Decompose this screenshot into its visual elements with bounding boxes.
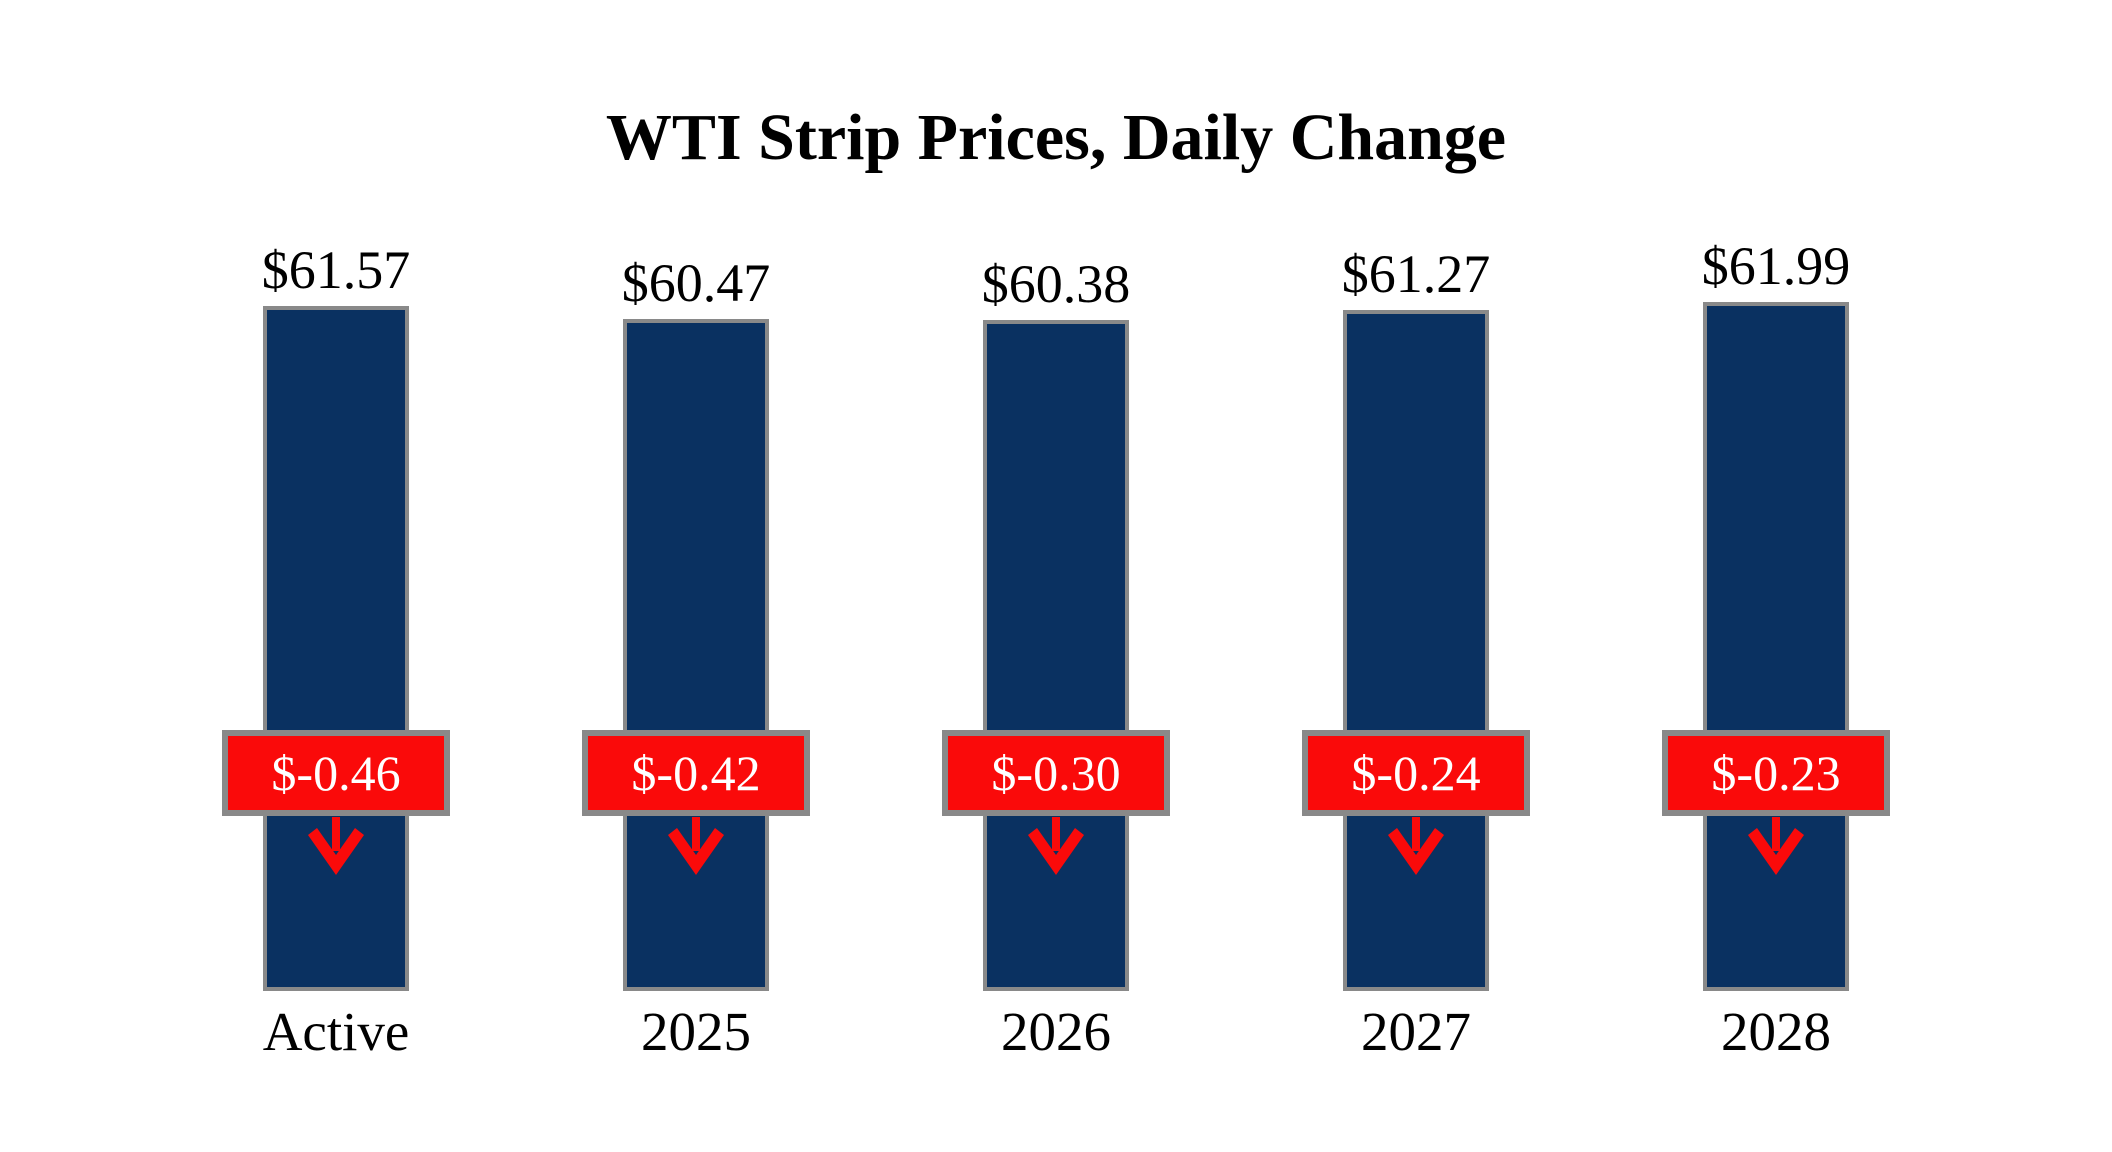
bar-group-2026: $60.38 $-0.30 2026 xyxy=(876,0,1236,1152)
chart-title: WTI Strip Prices, Daily Change xyxy=(605,101,1507,174)
change-badge: $-0.24 xyxy=(1302,730,1530,816)
down-arrow-icon xyxy=(1028,817,1084,875)
category-label: 2025 xyxy=(641,1001,751,1062)
bar xyxy=(1703,302,1849,991)
bar-group-2028: $61.99 $-0.23 2028 xyxy=(1596,0,1956,1152)
change-badge: $-0.23 xyxy=(1662,730,1890,816)
change-badge: $-0.30 xyxy=(942,730,1170,816)
bar-value-label: $61.57 xyxy=(261,239,411,300)
category-label: 2027 xyxy=(1361,1001,1471,1062)
bar-group-2027: $61.27 $-0.24 2027 xyxy=(1236,0,1596,1152)
category-label: 2026 xyxy=(1001,1001,1111,1062)
category-label: Active xyxy=(262,1001,410,1062)
category-label: 2028 xyxy=(1721,1001,1831,1062)
bar-group-active: $61.57 $-0.46 Active xyxy=(156,0,516,1152)
bar-group-2025: $60.47 $-0.42 2025 xyxy=(516,0,876,1152)
down-arrow-icon xyxy=(308,817,364,875)
bar xyxy=(983,320,1129,991)
bar xyxy=(623,319,769,991)
down-arrow-icon xyxy=(1388,817,1444,875)
change-badge: $-0.46 xyxy=(222,730,450,816)
down-arrow-icon xyxy=(1748,817,1804,875)
bar-value-label: $60.47 xyxy=(621,252,771,313)
bar-value-label: $61.99 xyxy=(1701,235,1851,296)
bar xyxy=(263,306,409,991)
bar-value-label: $60.38 xyxy=(981,253,1131,314)
bar xyxy=(1343,310,1489,991)
bar-value-label: $61.27 xyxy=(1341,243,1491,304)
change-badge: $-0.42 xyxy=(582,730,810,816)
down-arrow-icon xyxy=(668,817,724,875)
